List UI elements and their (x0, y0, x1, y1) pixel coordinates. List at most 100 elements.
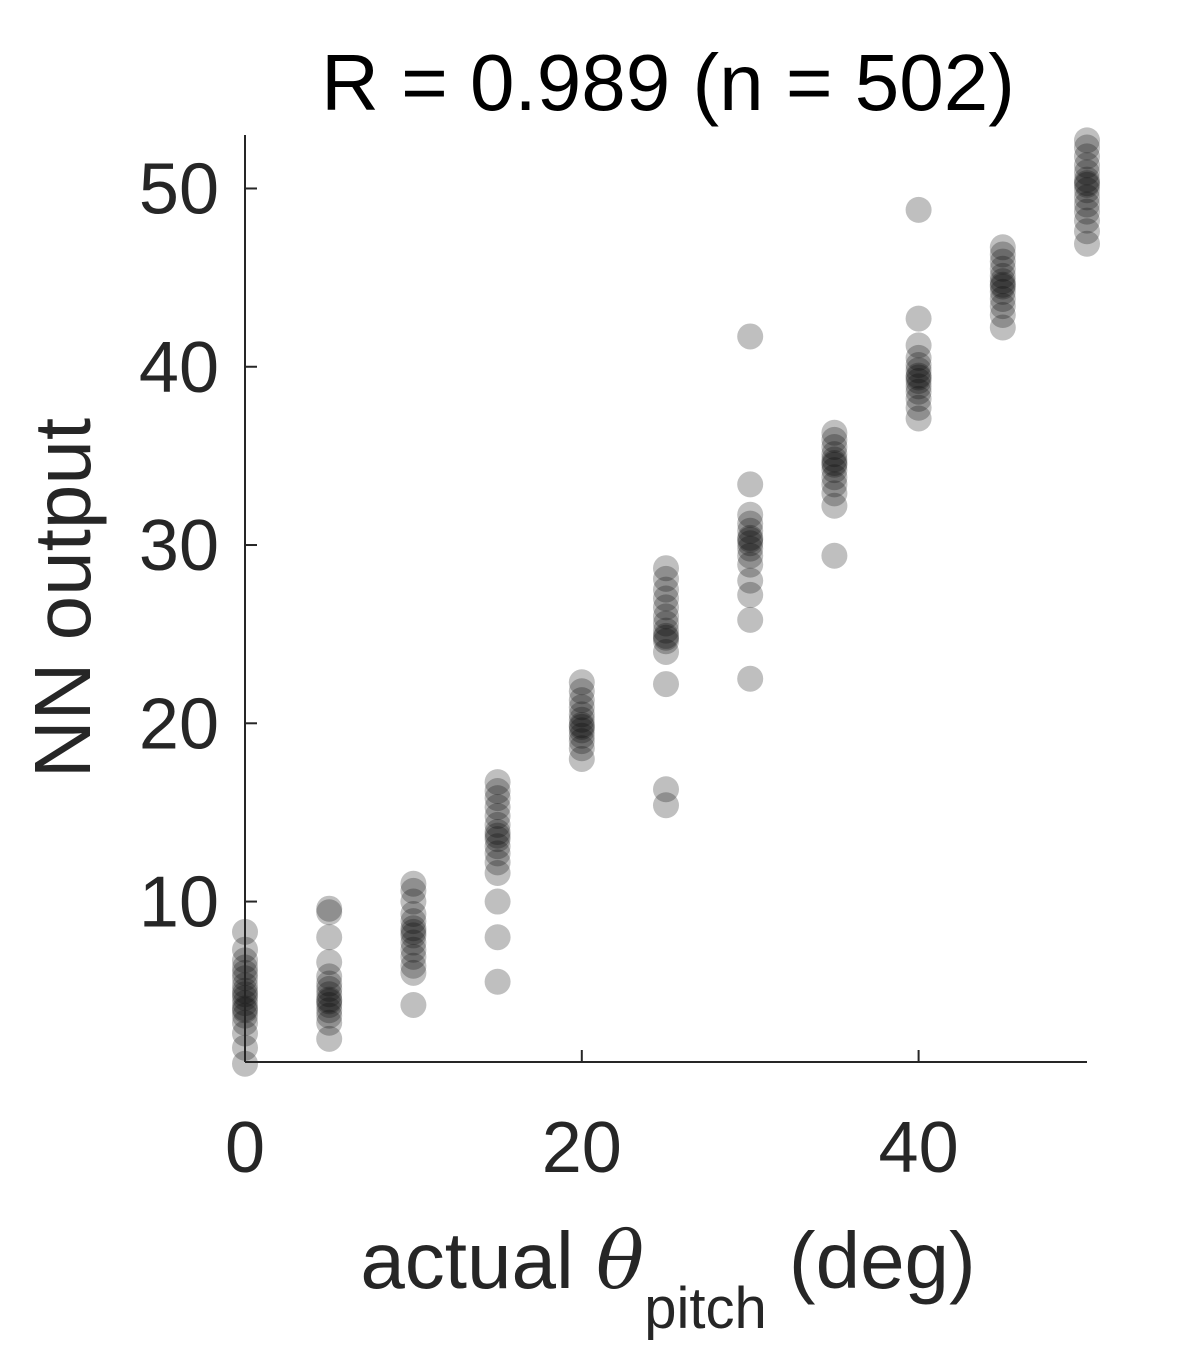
data-point (905, 373, 932, 400)
data-point (737, 567, 764, 594)
data-point (484, 819, 511, 846)
data-point (400, 877, 427, 904)
data-point (1074, 218, 1100, 245)
data-point (568, 712, 595, 739)
data-point (400, 915, 427, 942)
data-point (568, 678, 595, 705)
data-point (1074, 177, 1100, 204)
data-point (737, 665, 764, 692)
data-point (484, 826, 511, 853)
data-point (905, 368, 932, 395)
x-axis-title-suffix: (deg) (767, 1216, 976, 1305)
data-point (316, 1002, 343, 1029)
data-point (905, 385, 932, 412)
data-point (1074, 134, 1100, 161)
data-point (316, 1025, 343, 1052)
data-point (653, 624, 679, 651)
x-tick-label: 40 (879, 1108, 959, 1188)
data-point (316, 986, 343, 1013)
data-point (989, 271, 1016, 298)
data-point (821, 480, 848, 507)
data-point (989, 262, 1016, 289)
data-point (484, 840, 511, 867)
data-point (316, 949, 343, 976)
data-point (821, 492, 848, 519)
data-point (653, 585, 679, 612)
data-point (568, 706, 595, 733)
data-point (989, 286, 1016, 313)
data-point (989, 268, 1016, 295)
data-point (484, 769, 511, 796)
data-point (484, 811, 511, 838)
data-point (989, 248, 1016, 275)
x-axis-title-subscript: pitch (644, 1276, 767, 1341)
data-point (316, 899, 343, 926)
y-tick-label: 50 (139, 149, 219, 229)
data-point (737, 517, 764, 544)
data-point (737, 535, 764, 562)
data-point (316, 895, 343, 922)
data-point (400, 991, 427, 1018)
data-point (737, 510, 764, 537)
x-axis-title: actual θpitch (deg) (360, 1214, 975, 1341)
data-point (1074, 143, 1100, 170)
data-point (905, 378, 932, 405)
data-point (484, 849, 511, 876)
data-point (316, 975, 343, 1002)
data-point (905, 357, 932, 384)
data-point (400, 922, 427, 949)
data-point (737, 501, 764, 528)
data-point (484, 833, 511, 860)
data-point (821, 450, 848, 477)
data-point (1074, 198, 1100, 225)
data-point (484, 924, 511, 951)
data-point (653, 565, 679, 592)
data-point (653, 594, 679, 621)
data-point (821, 446, 848, 473)
data-point (568, 735, 595, 762)
y-tick-label: 30 (139, 506, 219, 586)
data-point (484, 968, 511, 995)
data-point (653, 603, 679, 630)
data-point (316, 1009, 343, 1036)
data-point (568, 687, 595, 714)
y-tick-label: 20 (139, 684, 219, 764)
data-point (737, 471, 764, 498)
data-point (905, 305, 932, 332)
data-point (737, 581, 764, 608)
data-point (484, 785, 511, 812)
data-point (989, 293, 1016, 320)
data-point (653, 776, 679, 803)
data-point (1074, 170, 1100, 197)
data-point (316, 924, 343, 951)
data-point (653, 576, 679, 603)
data-point (821, 471, 848, 498)
data-point (568, 745, 595, 772)
data-point (905, 196, 932, 223)
data-point (316, 981, 343, 1008)
data-point (1074, 171, 1100, 198)
data-point (989, 234, 1016, 261)
x-tick-label: 0 (225, 1108, 265, 1188)
y-tick-label: 10 (139, 863, 219, 943)
data-point (400, 888, 427, 915)
x-axis-title-symbol: θ (596, 1214, 644, 1307)
data-point (316, 991, 343, 1018)
data-point (989, 241, 1016, 268)
data-point (989, 273, 1016, 300)
data-point (400, 943, 427, 970)
data-point (316, 997, 343, 1024)
data-point (1074, 159, 1100, 186)
x-axis-ticks: 0 20 40 (225, 1050, 959, 1188)
data-point (821, 419, 848, 446)
data-point (232, 1050, 258, 1077)
data-points (232, 127, 1100, 1077)
y-tick-label: 40 (139, 328, 219, 408)
data-point (400, 929, 427, 956)
data-point (737, 323, 764, 350)
data-point (737, 524, 764, 551)
data-point (989, 255, 1016, 282)
data-point (653, 638, 679, 665)
data-point (484, 860, 511, 887)
